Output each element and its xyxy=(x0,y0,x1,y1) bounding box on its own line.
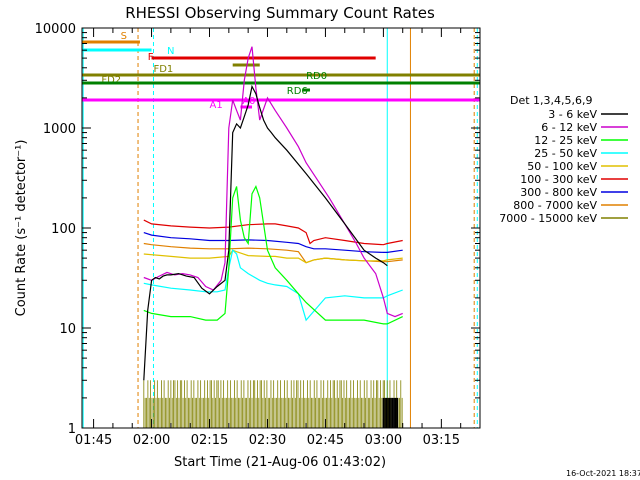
x-tick-label: 02:45 xyxy=(307,433,344,448)
legend-entry-label: 12 - 25 keV xyxy=(534,134,597,147)
x-tick-label: 02:00 xyxy=(133,433,170,448)
legend-title: Det 1,3,4,5,6,9 xyxy=(510,94,593,107)
legend-entry-label: 50 - 100 keV xyxy=(527,160,597,173)
series-line xyxy=(143,84,388,381)
x-tick-label: 03:00 xyxy=(365,433,402,448)
legend-entry-label: 100 - 300 keV xyxy=(520,173,597,186)
x-tick-label: 03:15 xyxy=(423,433,460,448)
x-tick-label: 02:15 xyxy=(191,433,228,448)
flag-label: RD6 xyxy=(287,86,308,97)
series-line xyxy=(143,46,403,318)
series-line xyxy=(143,242,403,264)
flag-label: N xyxy=(167,46,174,57)
legend-entry-label: 800 - 7000 keV xyxy=(513,199,597,212)
flag-label: RD0 xyxy=(306,71,327,82)
legend-entry-label: 6 - 12 keV xyxy=(541,121,597,134)
generation-timestamp: 16-Oct-2021 18:37 xyxy=(566,469,640,478)
legend-entry-label: 25 - 50 keV xyxy=(534,147,597,160)
x-tick-label: 02:30 xyxy=(249,433,286,448)
y-tick-label: 1 xyxy=(68,422,76,437)
series-line xyxy=(143,219,403,246)
plot-frame xyxy=(81,27,481,429)
legend-entry-label: 3 - 6 keV xyxy=(548,108,597,121)
y-axis-ticks: 1 10 100 1000 10000 xyxy=(35,22,480,437)
series-line xyxy=(143,184,403,325)
flag-label: A1 xyxy=(210,100,223,111)
legend-entry-label: 7000 - 15000 keV xyxy=(499,212,597,225)
series-line xyxy=(143,249,403,322)
x-axis-ticks: 01:45 02:00 02:15 02:30 02:45 03:00 03:15 xyxy=(75,28,481,448)
x-axis-label: Start Time (21-Aug-06 01:43:02) xyxy=(174,455,386,470)
legend-entry-label: 300 - 800 keV xyxy=(520,186,597,199)
flag-label: F xyxy=(148,52,154,63)
chart-title: RHESSI Observing Summary Count Rates xyxy=(125,4,435,22)
count-rate-series xyxy=(143,46,403,428)
series-line xyxy=(143,249,403,264)
flag-label: FD1 xyxy=(153,64,173,75)
x-tick-label: 01:45 xyxy=(75,433,112,448)
y-tick-label: 1000 xyxy=(43,122,76,137)
day-night-boundaries xyxy=(82,28,478,428)
y-tick-label: 100 xyxy=(51,222,76,237)
y-tick-label: 10 xyxy=(59,322,76,337)
y-axis-label: Count Rate (s⁻¹ detector⁻¹) xyxy=(14,140,29,317)
y-tick-label: 10000 xyxy=(35,22,76,37)
flag-label: S xyxy=(121,31,127,42)
flag-label: FD2 xyxy=(101,75,121,86)
